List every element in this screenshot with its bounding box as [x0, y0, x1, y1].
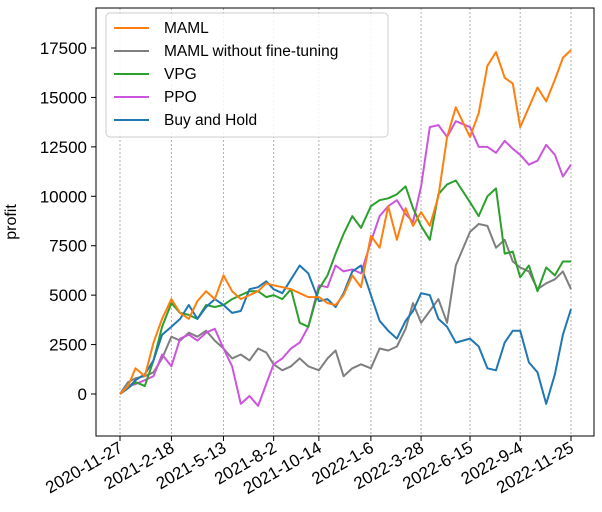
y-tick-label: 12500	[40, 138, 87, 157]
legend-label-buy-and-hold: Buy and Hold	[164, 112, 257, 129]
legend-label-ppo: PPO	[164, 89, 197, 106]
y-tick-label: 17500	[40, 39, 87, 58]
series-line-maml	[119, 49, 572, 395]
series-line-ppo	[119, 120, 572, 407]
plot-frame	[95, 7, 595, 437]
legend-box	[105, 12, 389, 138]
x-axis: 2020-11-272021-2-182021-5-132021-8-22021…	[42, 436, 577, 498]
y-tick-label: 15000	[40, 88, 87, 107]
y-tick-label: 5000	[49, 286, 87, 305]
legend: MAML MAML without fine-tuning VPG PPO Buy an…	[105, 12, 389, 138]
legend-label-vpg: VPG	[164, 66, 197, 83]
series-line-vpg	[119, 179, 571, 395]
y-axis-label: profit	[3, 204, 20, 240]
y-axis: 0 2500 5000 7500 10000 12500 15000 17500	[40, 39, 96, 404]
y-tick-label: 7500	[49, 237, 87, 256]
legend-label-maml: MAML	[164, 20, 209, 37]
series-line-maml-without-fine-tuning	[119, 223, 572, 395]
series-layer	[119, 49, 572, 407]
y-tick-label: 2500	[49, 336, 87, 355]
legend-label-maml-without-fine-tuning: MAML without fine-tuning	[164, 43, 338, 60]
y-tick-label: 0	[78, 385, 87, 404]
y-tick-label: 10000	[40, 187, 87, 206]
